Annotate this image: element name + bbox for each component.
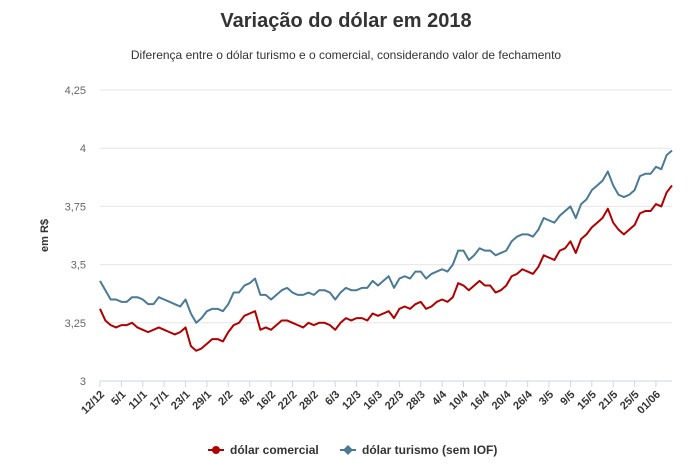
x-tick-label: 5/1 [109,389,128,408]
x-tick-label: 01/06 [635,389,663,417]
legend-marker [212,446,220,454]
x-tick-label: 6/3 [323,389,342,408]
x-tick-label: 11/1 [127,389,150,412]
legend-item: dólar comercial [208,443,319,457]
x-tick-label: 17/1 [148,389,172,413]
y-tick-label: 3,75 [65,201,86,213]
x-tick-label: 23/1 [169,389,193,413]
y-tick-label: 3 [80,376,86,388]
x-tick-label: 21/5 [597,389,621,413]
x-tick-label: 16/4 [468,388,492,412]
y-tick-label: 3,25 [65,318,86,330]
x-tick-label: 22/3 [383,389,407,413]
x-tick-label: 12/12 [79,389,107,417]
x-tick-label: 16/3 [361,389,385,413]
series-line-dolar-comercial [99,184,673,352]
x-tick-label: 28/2 [297,389,321,413]
x-tick-label: 29/1 [190,389,214,413]
x-tick-label: 8/2 [238,389,257,408]
legend-marker [343,445,353,455]
legend-item: dólar turismo (sem IOF) [340,443,497,457]
x-tick-label: 9/5 [558,389,577,408]
legend-label: dólar turismo (sem IOF) [362,443,497,457]
y-tick-label: 4,25 [65,85,86,97]
legend-label: dólar comercial [230,443,319,457]
chart-title: Variação do dólar em 2018 [220,10,472,32]
y-tick-label: 3,5 [71,260,86,272]
x-tick-label: 3/5 [537,389,556,408]
x-tick-label: 16/2 [255,389,279,413]
x-tick-label: 26/4 [511,388,535,412]
y-axis-label: em R$ [39,219,51,252]
x-tick-label: 20/4 [490,388,514,412]
x-tick-label: 22/2 [276,389,300,413]
chart-subtitle: Diferença entre o dólar turismo e o come… [130,48,562,62]
y-tick-label: 4 [80,143,86,155]
x-tick-label: 10/4 [447,388,471,412]
x-tick-label: 28/3 [404,389,428,413]
x-tick-label: 15/5 [575,389,599,413]
series-line-dolar-turismo [99,149,673,324]
x-tick-label: 2/2 [216,389,235,408]
x-tick-label: 12/3 [340,389,364,413]
